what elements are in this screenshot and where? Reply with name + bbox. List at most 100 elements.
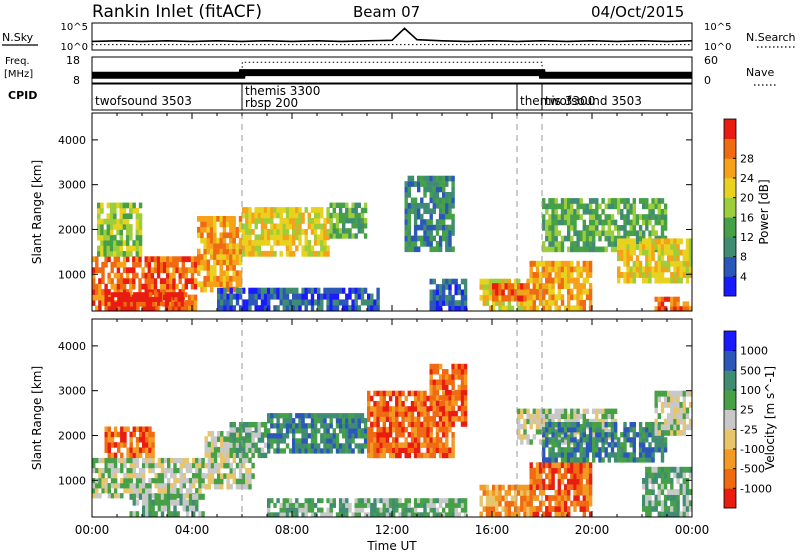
nave-label: Nave (746, 66, 774, 79)
data-cell (685, 424, 690, 431)
data-cell (404, 246, 408, 253)
data-cell (482, 278, 486, 285)
data-cell (116, 267, 121, 274)
data-cell (185, 467, 190, 474)
data-cell (276, 239, 280, 246)
data-cell (360, 433, 365, 439)
data-cell (110, 261, 114, 268)
data-cell (454, 300, 458, 306)
data-cell (548, 288, 552, 295)
data-cell (657, 203, 661, 210)
data-cell (560, 489, 565, 496)
data-cell (226, 436, 230, 442)
data-cell (104, 483, 108, 489)
data-cell (463, 416, 468, 422)
data-cell (567, 447, 571, 453)
data-cell (292, 433, 296, 439)
data-cell (107, 493, 111, 499)
data-cell (657, 249, 661, 256)
data-cell (263, 422, 268, 428)
data-cell (226, 462, 230, 469)
data-cell (348, 428, 352, 434)
data-cell (232, 216, 236, 222)
data-cell (207, 462, 211, 469)
data-cell (222, 275, 227, 282)
data-cell (620, 208, 624, 215)
data-cell (429, 197, 433, 204)
data-cell (376, 421, 380, 428)
data-cell (560, 246, 565, 253)
data-cell (223, 305, 227, 312)
data-cell (642, 500, 646, 507)
data-cell (398, 411, 402, 417)
data-cell (219, 265, 223, 271)
data-cell (167, 478, 171, 484)
data-cell (156, 289, 161, 295)
data-cell (598, 427, 602, 433)
data-cell (338, 507, 343, 513)
data-cell (126, 292, 131, 298)
data-cell (160, 467, 165, 474)
freq-unit-label: [MHz] (4, 69, 33, 80)
data-cell (107, 488, 111, 494)
data-cell (426, 411, 430, 417)
data-cell (129, 437, 133, 443)
data-cell (454, 363, 458, 370)
data-cell (351, 202, 355, 208)
data-cell (338, 413, 343, 419)
data-cell (579, 473, 583, 480)
data-cell (567, 299, 571, 306)
noise-panel-frame (91, 22, 693, 51)
data-cell (423, 421, 427, 428)
data-cell (429, 395, 433, 401)
data-cell (392, 406, 396, 412)
data-cell (107, 256, 111, 263)
data-cell (682, 511, 686, 518)
data-cell (585, 452, 590, 458)
data-cell (542, 452, 546, 458)
data-cell (595, 230, 599, 237)
data-cell (167, 511, 171, 518)
data-cell (532, 288, 536, 295)
data-cell (457, 512, 461, 518)
data-cell (348, 418, 352, 424)
data-cell (529, 478, 533, 485)
data-cell (592, 427, 596, 433)
data-cell (445, 284, 449, 290)
data-cell (445, 235, 449, 242)
data-cell (188, 488, 193, 494)
data-cell (220, 293, 224, 300)
data-cell (320, 234, 324, 241)
data-cell (326, 212, 330, 219)
data-cell (582, 489, 586, 496)
data-cell (242, 422, 246, 428)
data-cell (163, 267, 167, 274)
data-cell (276, 229, 280, 235)
data-cell (142, 292, 147, 298)
data-cell (174, 306, 178, 312)
data-cell (523, 424, 527, 430)
data-cell (209, 237, 214, 244)
data-cell (657, 208, 661, 215)
data-cell (298, 305, 302, 312)
data-cell (229, 243, 233, 249)
data-cell (326, 413, 330, 419)
data-cell (151, 437, 155, 443)
data-cell (688, 260, 693, 267)
data-cell (570, 478, 574, 485)
data-cell (282, 299, 286, 306)
data-cell (482, 289, 486, 296)
data-cell (200, 216, 204, 222)
data-cell (432, 502, 436, 508)
data-cell (326, 443, 330, 449)
data-cell (448, 416, 452, 422)
data-cell (667, 296, 671, 302)
data-cell (213, 226, 217, 233)
data-cell (567, 294, 571, 301)
data-cell (213, 237, 217, 244)
data-cell (595, 442, 599, 448)
data-cell (532, 305, 536, 312)
data-cell (385, 401, 390, 407)
data-cell (217, 293, 221, 300)
data-cell (206, 221, 211, 228)
